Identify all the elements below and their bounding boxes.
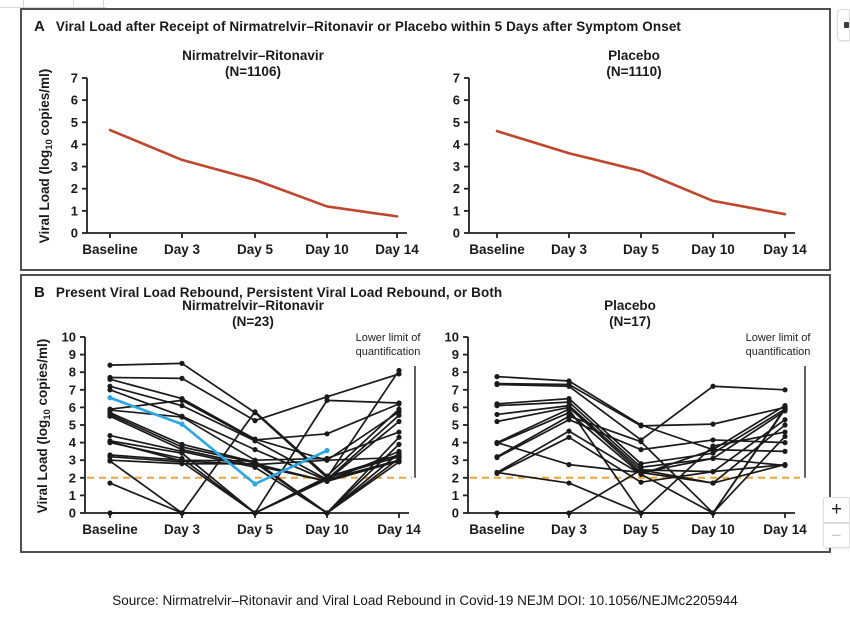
top-edge-artifact-tick — [103, 0, 104, 7]
treatment-arm-label: Placebo — [604, 298, 656, 313]
zoom-in-button[interactable]: + — [823, 497, 850, 523]
sample-size-label: (N=1110) — [606, 64, 662, 79]
sample-size-label: (N=23) — [232, 314, 274, 329]
treatment-arm-label: Placebo — [608, 48, 660, 63]
top-edge-artifact-tick — [23, 0, 24, 7]
treatment-arm-label: Nirmatrelvir–Ritonavir — [182, 298, 324, 313]
treatment-arm-label: Nirmatrelvir–Ritonavir — [182, 48, 324, 63]
panel-a-header: A Viral Load after Receipt of Nirmatrelv… — [34, 18, 681, 35]
sample-size-label: (N=17) — [609, 314, 651, 329]
chart-title-a-right: Placebo (N=1110) — [474, 48, 794, 80]
top-edge-artifact-tick — [73, 0, 74, 7]
llq-annotation-b-right: Lower limit of quantification — [745, 332, 811, 358]
chart-title-b-left: Nirmatrelvir–Ritonavir (N=23) — [93, 298, 413, 330]
source-citation: Source: Nirmatrelvir–Ritonavir and Viral… — [112, 593, 738, 608]
panel-a-letter: A — [34, 18, 45, 35]
llq-annotation-b-left: Lower limit of quantification — [355, 332, 421, 358]
panel-b-letter: B — [34, 284, 45, 301]
cropped-button-icon — [844, 22, 849, 28]
top-edge-artifact-line — [0, 7, 106, 8]
zoom-out-button[interactable]: − — [823, 523, 850, 548]
panel-b-header: B Present Viral Load Rebound, Persistent… — [34, 284, 502, 301]
chart-title-b-right: Placebo (N=17) — [470, 298, 790, 330]
y-axis-label-panel-a: Viral Load (log10 copies/ml) — [37, 68, 55, 244]
cropped-toolbar-button[interactable] — [837, 9, 850, 41]
panel-b-title: Present Viral Load Rebound, Persistent V… — [55, 285, 503, 300]
y-axis-label-panel-b: Viral Load (log10 copies/ml) — [35, 338, 53, 514]
panel-a-title: Viral Load after Receipt of Nirmatrelvir… — [55, 19, 682, 34]
chart-title-a-left: Nirmatrelvir–Ritonavir (N=1106) — [93, 48, 413, 80]
sample-size-label: (N=1106) — [225, 64, 281, 79]
